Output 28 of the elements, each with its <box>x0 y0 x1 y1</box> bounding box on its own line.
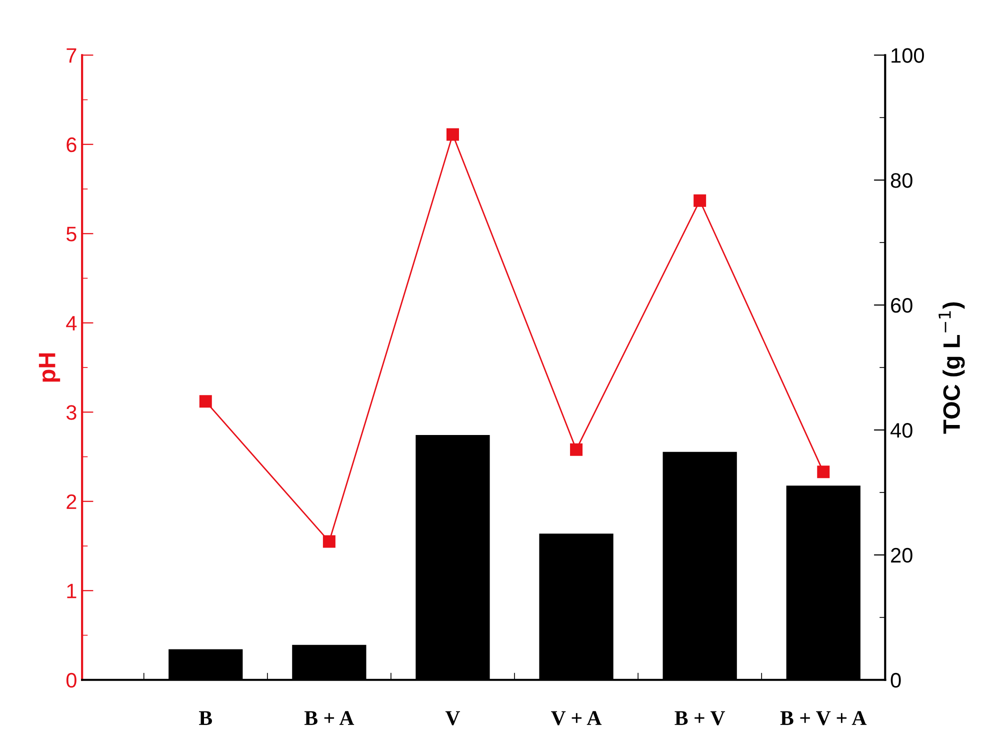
x-tick-label: V <box>445 711 460 726</box>
y-tick-label: 5 <box>66 226 76 242</box>
x-tick-label: B <box>199 711 212 725</box>
y-axis-title: pH <box>38 353 60 382</box>
x-tick-label: B + A <box>304 711 354 725</box>
y-tick-label: 4 <box>66 316 77 330</box>
point <box>199 395 212 408</box>
y2-tick-label: 100 <box>892 48 924 63</box>
x-tick-label: V + A <box>551 711 602 726</box>
x-tick-label: B + V <box>674 711 726 726</box>
point <box>446 128 459 141</box>
y2-tick-label: 40 <box>890 422 912 438</box>
point <box>817 466 830 478</box>
y2-tick-label: 20 <box>891 548 912 563</box>
y-tick-label: 6 <box>66 137 76 152</box>
point <box>322 535 336 548</box>
y-tick-label: 2 <box>66 494 76 509</box>
y-tick-label: 1 <box>67 584 76 598</box>
y2-tick-label: 0 <box>890 672 901 688</box>
y-tick-label: 7 <box>66 48 76 63</box>
y-tick-label: 3 <box>66 405 76 420</box>
y2-tick-label: 60 <box>891 298 912 313</box>
x-tick-label: B + V + A <box>780 711 867 726</box>
point <box>570 443 583 456</box>
y-tick-label: 0 <box>66 672 76 688</box>
y2-axis-title: TOC (g L$^{−1}$) <box>938 302 965 434</box>
point <box>694 194 706 207</box>
y2-tick-label: 80 <box>890 173 912 188</box>
